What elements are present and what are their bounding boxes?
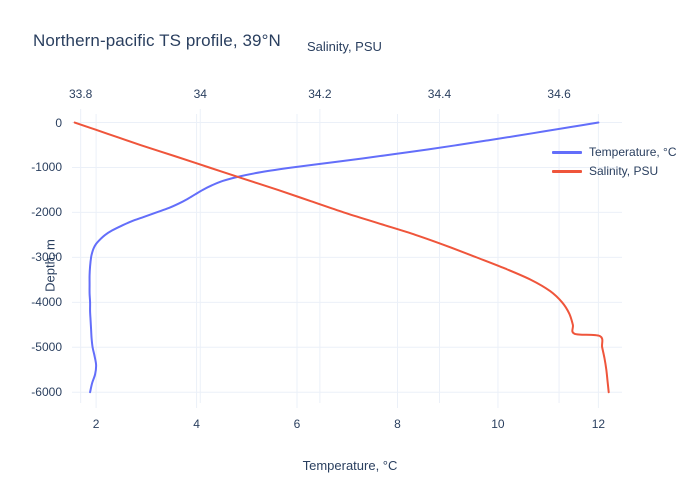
top-axis-title: Salinity, PSU [307,39,382,54]
tick-label-left: 0 [55,115,62,130]
tick-label-left: -3000 [31,250,62,265]
tick-label-bottom: 2 [92,417,100,431]
tick-label-bottom: 4 [193,417,200,431]
series-line-1 [88,121,600,394]
legend-item-2[interactable]: Salinity, PSU [552,164,658,178]
tick-label-bottom: 6 [293,417,301,431]
tick-label-bottom: 12 [591,417,606,431]
tick-label-top: 33.8 [68,87,93,101]
tick-label-bottom: 10 [491,417,505,431]
data-series-group [73,121,610,394]
gridlines [72,109,622,408]
bottom-axis-title: Temperature, °C [302,458,398,473]
legend-label: Salinity, PSU [589,164,659,178]
tick-label-top: 34.4 [427,87,452,101]
series-line-2 [73,121,610,394]
legend-label: Temperature, °C [589,145,677,159]
tick-label-left: -5000 [31,340,62,355]
legend-swatch-icon [552,150,582,154]
tick-label-left: -6000 [31,385,62,400]
tick-label-top: 34 [193,87,207,101]
chart-title: Northern-pacific TS profile, 39°N [33,31,281,50]
tick-label-left: -1000 [31,160,62,175]
tick-label-left: -4000 [31,295,62,310]
legend-swatch-icon [552,169,582,173]
legend-item-1[interactable]: Temperature, °C [552,145,677,159]
tick-label-bottom: 8 [394,417,401,431]
left-axis-title: Depth, m [42,239,58,292]
tick-label-top: 34.6 [547,87,571,101]
tick-label-left: -2000 [31,205,62,220]
tick-label-top: 34.2 [308,87,332,101]
